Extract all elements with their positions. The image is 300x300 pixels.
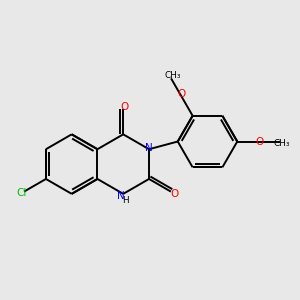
- Text: O: O: [256, 136, 264, 146]
- Text: O: O: [121, 103, 129, 112]
- Text: O: O: [177, 89, 186, 99]
- Text: O: O: [170, 189, 178, 199]
- Text: CH₃: CH₃: [164, 71, 181, 80]
- Text: N: N: [145, 143, 153, 153]
- Text: H: H: [122, 196, 129, 205]
- Text: N: N: [117, 191, 124, 201]
- Text: CH₃: CH₃: [274, 139, 290, 148]
- Text: Cl: Cl: [16, 188, 27, 198]
